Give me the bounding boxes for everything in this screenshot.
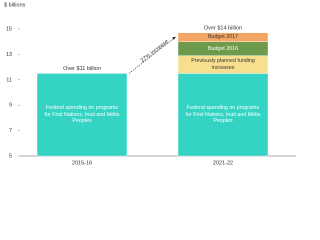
segment-label: Budget 2017 [207,34,239,41]
bar-segment [177,32,269,42]
segment-label-box: Budget 2016 [207,45,239,52]
arrow-head [172,36,176,40]
y-tick-label: 15 [6,26,12,32]
y-axis-label: $ billions [4,2,26,8]
bar-segment [177,73,269,157]
y-tick-label: 13 [6,52,12,58]
segment-label: Budget 2016 [207,45,239,52]
page: $ billions 5 7 9 11 13 15 Federal spending on … [4,2,296,167]
segment-label: Federal spending on programs for First N… [185,105,261,124]
segment-label: Federal spending on programs for First N… [44,105,120,124]
segment-label-box: Federal spending on programs for First N… [44,105,120,124]
y-tick-label: 5 [9,153,12,159]
segment-label-box: Previously planned funding increases [191,58,255,71]
segment-label: Previously planned funding increases [191,58,255,71]
y-tick-label: 9 [9,103,12,109]
bar-segment [36,73,128,157]
annotation: Over $11 billion [63,66,101,72]
y-tick-label: 11 [6,77,12,83]
y-tick-label: 7 [9,128,12,134]
segment-label-box: Budget 2017 [207,34,239,41]
annotation: Over $14 billion [204,25,242,31]
segment-label-box: Federal spending on programs for First N… [185,105,261,124]
chart: $ billions 5 7 9 11 13 15 Federal spending on … [4,2,296,166]
x-tick-label: 2021-22 [213,160,233,166]
x-tick-label: 2015-16 [72,160,92,166]
annotation: 27% increase [140,39,170,64]
